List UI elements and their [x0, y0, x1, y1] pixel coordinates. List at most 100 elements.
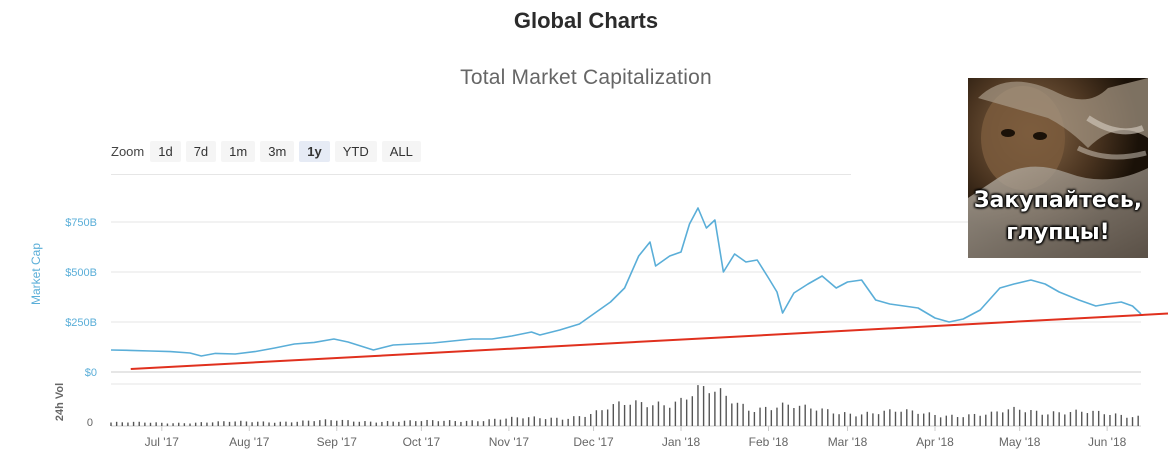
volume-bar: [1047, 414, 1049, 426]
volume-bar: [505, 418, 507, 426]
volume-bar: [460, 421, 462, 426]
volume-bar: [900, 411, 902, 426]
x-tick-label: Jan '18: [662, 435, 701, 449]
volume-bar: [426, 419, 428, 426]
x-tick-label: May '18: [999, 435, 1041, 449]
market-cap-line: [110, 207, 1142, 357]
volume-bar: [1064, 414, 1066, 426]
x-tick-label: Aug '17: [229, 435, 270, 449]
zoom-1m-button[interactable]: 1m: [221, 141, 256, 162]
volume-bar: [787, 404, 789, 426]
volume-bar: [336, 420, 338, 426]
volume-bar: [161, 422, 163, 426]
volume-bar: [245, 421, 248, 426]
volume-bar: [420, 421, 423, 426]
y-tick-label: $750B: [65, 217, 97, 229]
volume-bar: [533, 416, 535, 426]
zoom-1d-button[interactable]: 1d: [150, 141, 181, 162]
page-heading: Global Charts: [513, 8, 659, 33]
volume-bar: [917, 413, 919, 426]
volume-bar: [612, 404, 615, 426]
volume-bar: [990, 411, 993, 426]
volume-bar: [341, 419, 344, 426]
volume-bar: [465, 420, 468, 426]
volume-bar: [640, 402, 643, 426]
zoom-all-button[interactable]: ALL: [381, 141, 421, 162]
volume-bar: [398, 421, 400, 426]
volume-bar: [770, 410, 773, 426]
chart-title: Total Market Capitalization: [460, 66, 712, 89]
volume-bar: [1097, 410, 1100, 426]
volume-bar: [985, 414, 987, 426]
zoom-label: Zoom: [111, 144, 145, 159]
volume-bar: [838, 414, 840, 426]
volume-bar: [843, 412, 846, 426]
volume-bar: [759, 407, 761, 426]
x-tick-label: Mar '18: [828, 435, 868, 449]
volume-bar: [144, 422, 146, 426]
volume-bar: [223, 421, 225, 426]
volume-bar: [776, 407, 778, 426]
volume-bar: [132, 421, 135, 426]
volume-bar: [606, 409, 609, 426]
volume-bar: [257, 421, 259, 426]
zoom-1y-button[interactable]: 1y: [299, 141, 330, 162]
x-tick-label: Jul '17: [145, 435, 180, 449]
volume-bar: [319, 420, 321, 426]
volume-axis-title: 24h Vol: [54, 383, 66, 421]
volume-bar: [951, 414, 953, 426]
trend-line: [130, 312, 1169, 370]
volume-bar: [635, 400, 637, 426]
volume-bar: [121, 422, 123, 426]
volume-bar: [296, 421, 298, 426]
volume-bar: [827, 409, 829, 426]
volume-bar: [313, 421, 315, 426]
volume-bar: [240, 420, 242, 426]
volume-bar: [1035, 410, 1038, 426]
volume-bar: [657, 401, 660, 426]
volume-bar: [1024, 412, 1027, 426]
volume-bar: [352, 421, 355, 426]
volume-bar: [883, 410, 885, 426]
volume-bar: [448, 420, 451, 426]
volume-bar: [1120, 414, 1122, 426]
volume-bar: [855, 416, 857, 426]
volume-bar: [539, 418, 541, 426]
y-tick-label: $0: [85, 367, 97, 379]
volume-bar: [262, 421, 265, 426]
volume-bar: [578, 416, 581, 426]
volume-bar: [832, 413, 835, 426]
volume-bar: [911, 410, 914, 426]
volume-bar: [330, 420, 332, 426]
zoom-3m-button[interactable]: 3m: [260, 141, 295, 162]
volume-bar: [764, 406, 767, 426]
volume-bar: [860, 414, 863, 426]
zoom-7d-button[interactable]: 7d: [185, 141, 217, 162]
volume-bar: [251, 422, 253, 426]
y-tick-label: $250B: [65, 317, 97, 329]
volume-bar: [324, 419, 327, 426]
volume-tick-label: 0: [87, 417, 93, 429]
meme-caption-line1: Закупайтесь,: [973, 188, 1143, 213]
y-tick-label: $500B: [65, 267, 97, 279]
zoom-ytd-button[interactable]: YTD: [334, 141, 377, 162]
volume-bar: [454, 421, 456, 426]
volume-bar: [477, 421, 479, 426]
volume-bar: [928, 412, 931, 426]
x-tick-label: Feb '18: [749, 435, 789, 449]
volume-bar: [183, 423, 186, 426]
x-tick-label: Jun '18: [1088, 435, 1127, 449]
volume-bar: [618, 401, 620, 426]
volume-bar: [1103, 414, 1106, 426]
volume-bar: [1109, 414, 1111, 426]
volume-bar: [1052, 411, 1055, 426]
volume-bar: [849, 413, 852, 426]
volume-bar: [522, 418, 524, 426]
volume-bar: [1137, 415, 1139, 426]
volume-bar: [674, 401, 677, 426]
volume-bar: [736, 402, 739, 426]
volume-bar: [821, 408, 823, 426]
volume-bar: [499, 419, 502, 426]
volume-bar: [1086, 413, 1089, 426]
x-tick-label: Sep '17: [317, 435, 358, 449]
